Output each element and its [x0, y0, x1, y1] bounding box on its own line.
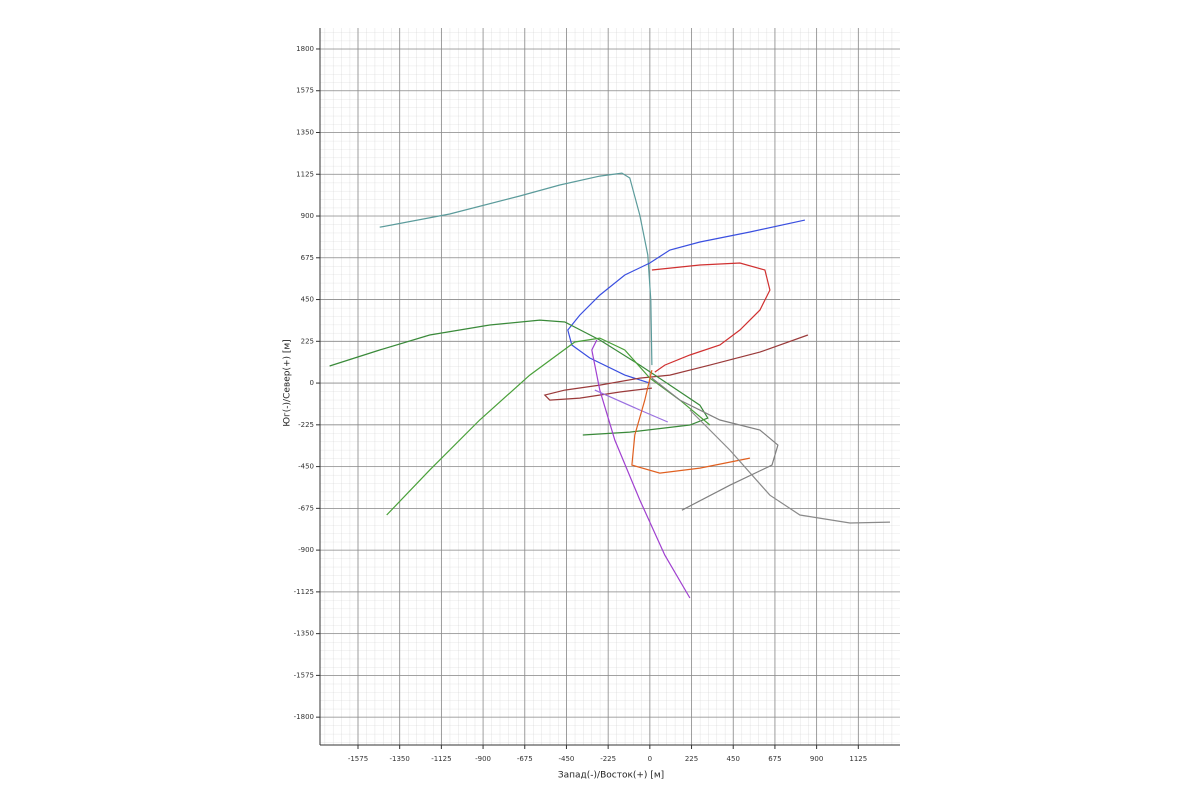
y-tick-label: 1575	[296, 87, 314, 95]
y-tick-label: -1800	[294, 713, 314, 721]
trajectory-line	[591, 339, 691, 599]
trajectory-line	[329, 319, 709, 436]
x-tick-label: -1575	[348, 755, 368, 763]
trajectory-line	[651, 377, 779, 511]
y-tick-label: 1350	[296, 128, 314, 136]
trajectory-line	[379, 172, 653, 366]
x-tick-label: 675	[768, 755, 781, 763]
y-tick-label: -1575	[294, 671, 314, 679]
x-tick-label: -450	[559, 755, 575, 763]
y-tick-label: -1350	[294, 630, 314, 638]
trajectory-line	[386, 337, 711, 516]
y-tick-label: 675	[301, 254, 314, 262]
x-tick-label: -1350	[390, 755, 410, 763]
x-tick-label: -900	[475, 755, 491, 763]
trajectory-line	[631, 369, 751, 474]
trajectory-line	[567, 219, 806, 384]
x-tick-label: -1125	[431, 755, 451, 763]
y-tick-label: 450	[301, 296, 314, 304]
y-tick-label: 900	[301, 212, 314, 220]
x-tick-label: 225	[685, 755, 698, 763]
y-tick-label: 225	[301, 337, 314, 345]
x-tick-label: 1125	[849, 755, 867, 763]
trajectory-line	[651, 262, 771, 373]
x-axis-title: Запад(-)/Восток(+) [м]	[558, 771, 664, 781]
x-tick-label: -675	[517, 755, 533, 763]
y-tick-label: -450	[298, 463, 314, 471]
y-tick-label: -1125	[294, 588, 314, 596]
y-tick-label: 1800	[296, 45, 314, 53]
trajectory-line	[594, 389, 669, 423]
trajectory-line	[543, 334, 809, 401]
y-tick-label: -900	[298, 546, 314, 554]
x-tick-label: -225	[600, 755, 616, 763]
y-tick-label: 0	[310, 379, 314, 387]
x-tick-label: 900	[810, 755, 823, 763]
minor-grid	[320, 28, 900, 745]
x-tick-label: 450	[727, 755, 740, 763]
y-tick-label: 1125	[296, 170, 314, 178]
y-axis-title: Юг(-)/Север(+) [м]	[283, 339, 293, 426]
y-tick-label: -225	[298, 421, 314, 429]
trajectory-line	[689, 409, 891, 524]
x-tick-label: 0	[648, 755, 652, 763]
y-tick-label: -675	[298, 504, 314, 512]
